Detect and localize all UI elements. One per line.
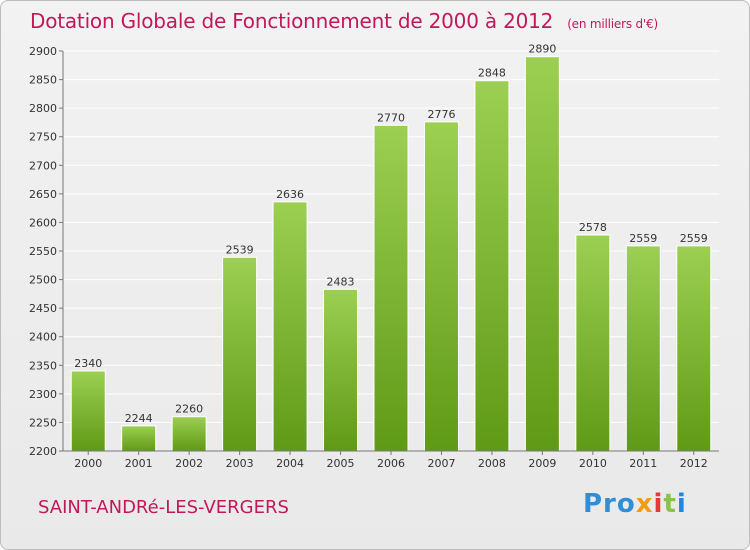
bar-2002: [171, 416, 207, 452]
data-label-2012: 2559: [680, 232, 708, 245]
x-tick-label: 2001: [125, 457, 153, 470]
x-tick-label: 2008: [478, 457, 506, 470]
title-text: Dotation Globale de Fonctionnement de 20…: [30, 9, 554, 33]
bar-2004: [272, 201, 308, 452]
x-tick-label: 2006: [377, 457, 405, 470]
bar-2000: [70, 370, 106, 452]
y-tick-label: 2300: [29, 388, 57, 401]
x-axis: 2000 2001 2002 2003 2004 2005 2006 2007 2008 2009…: [63, 450, 719, 470]
y-tick-label: 2850: [29, 74, 57, 87]
data-label-2001: 2244: [125, 412, 153, 425]
y-tick-label: 2900: [29, 45, 57, 58]
data-label-2008: 2848: [478, 67, 506, 80]
x-tick-label: 2002: [175, 457, 203, 470]
data-labels: 2340 2244 2260 2539 2636 2483 2770 2776 2848 2890…: [74, 43, 708, 425]
logo-part-4: t: [663, 489, 677, 519]
data-label-2010: 2578: [579, 221, 607, 234]
data-label-2006: 2770: [377, 111, 405, 124]
y-tick-label: 2400: [29, 331, 57, 344]
data-label-2011: 2559: [629, 232, 657, 245]
bar-2011: [625, 245, 661, 452]
logo-part-2: x: [635, 489, 654, 519]
bar-2005: [323, 288, 359, 452]
proxiti-logo[interactable]: Proxiti: [583, 489, 687, 519]
bar-2006: [373, 124, 409, 452]
logo-part-3: i: [653, 489, 664, 519]
x-tick-label: 2005: [327, 457, 355, 470]
y-tick-label: 2350: [29, 359, 57, 372]
x-tick-label: 2011: [629, 457, 657, 470]
data-label-2005: 2483: [327, 275, 355, 288]
data-label-2009: 2890: [528, 43, 556, 56]
y-tick-label: 2700: [29, 159, 57, 172]
bar-2003: [222, 256, 258, 452]
x-tick-label: 2009: [528, 457, 556, 470]
data-label-2007: 2776: [427, 108, 455, 121]
bar-2012: [676, 245, 712, 452]
y-tick-label: 2500: [29, 274, 57, 287]
x-tick-label: 2010: [579, 457, 607, 470]
x-tick-label: 2000: [74, 457, 102, 470]
data-label-2003: 2539: [226, 243, 254, 256]
x-tick-label: 2007: [427, 457, 455, 470]
logo-part-5: i: [676, 489, 687, 519]
y-tick-label: 2200: [29, 445, 57, 458]
bar-2007: [423, 121, 459, 452]
unit-label: (en milliers d'€): [567, 17, 658, 31]
bar-2009: [524, 56, 560, 452]
y-tick-label: 2650: [29, 188, 57, 201]
y-tick-label: 2750: [29, 131, 57, 144]
y-tick-label: 2250: [29, 416, 57, 429]
x-tick-label: 2012: [680, 457, 708, 470]
y-tick-label: 2450: [29, 302, 57, 315]
data-label-2000: 2340: [74, 357, 102, 370]
chart-title: Dotation Globale de Fonctionnement de 20…: [30, 9, 658, 33]
commune-name: SAINT-ANDRé-LES-VERGERS: [38, 497, 289, 518]
y-tick-label: 2800: [29, 102, 57, 115]
x-tick-label: 2004: [276, 457, 304, 470]
data-label-2004: 2636: [276, 188, 304, 201]
y-tick-label: 2550: [29, 245, 57, 258]
bar-2008: [474, 80, 510, 452]
bar-2010: [575, 234, 611, 452]
data-label-2002: 2260: [175, 403, 203, 416]
y-axis: 2200 2250 2300 2350 2400 2450 2500 2550 2600 2650…: [29, 45, 64, 458]
logo-part-1: Pro: [583, 489, 636, 519]
bar-2001: [121, 425, 157, 452]
y-tick-label: 2600: [29, 216, 57, 229]
x-tick-label: 2003: [226, 457, 254, 470]
